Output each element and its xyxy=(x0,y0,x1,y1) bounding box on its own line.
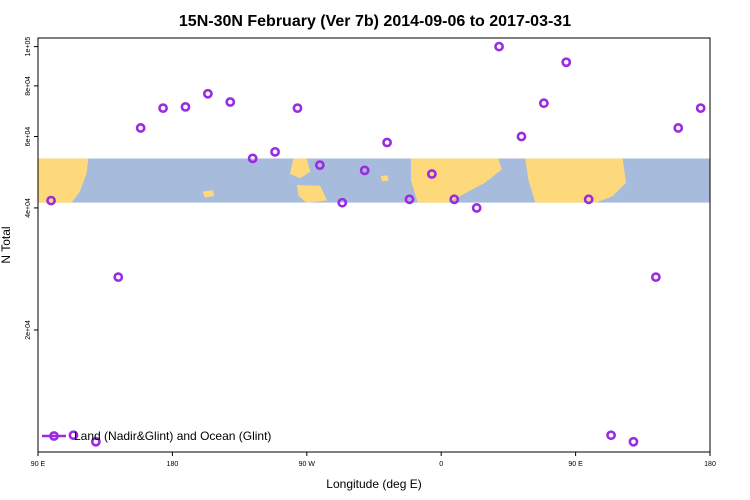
world-map-band xyxy=(38,158,710,203)
data-point xyxy=(247,153,258,164)
y-tick-label: 2e+04 xyxy=(25,320,32,340)
x-axis: 90 E 180 90 W 0 90 E 180 xyxy=(31,452,716,468)
x-tick-label: 90 W xyxy=(299,461,316,468)
data-point xyxy=(404,194,415,205)
land-shape xyxy=(296,185,327,203)
data-point xyxy=(494,41,504,52)
land-shape xyxy=(290,158,311,179)
legend-marker-symbol xyxy=(49,431,59,441)
land-shape xyxy=(380,175,389,182)
data-point xyxy=(68,430,79,441)
x-tick-label: 180 xyxy=(167,461,179,468)
data-point xyxy=(158,103,168,114)
data-point xyxy=(90,436,101,447)
data-point xyxy=(225,97,236,107)
data-point xyxy=(113,272,124,283)
data-point xyxy=(538,98,549,109)
data-point xyxy=(561,57,572,68)
x-tick-label: 0 xyxy=(439,461,443,468)
data-point xyxy=(471,203,482,213)
land-shape xyxy=(202,190,215,198)
data-point xyxy=(180,101,191,112)
land-shape xyxy=(525,158,626,203)
y-tick-label: 8e+04 xyxy=(25,76,32,96)
data-point xyxy=(628,436,639,447)
data-point xyxy=(337,197,348,208)
data-point xyxy=(202,88,213,99)
data-point xyxy=(650,272,661,283)
y-tick-label: 1e+05 xyxy=(25,37,32,57)
y-axis-label: N Total xyxy=(0,226,13,263)
data-points xyxy=(46,41,706,447)
y-tick-label: 6e+04 xyxy=(25,127,32,147)
data-point xyxy=(292,103,303,114)
data-point xyxy=(426,169,437,179)
x-tick-label: 90 E xyxy=(31,461,46,468)
legend-label: Land (Nadir&Glint) and Ocean (Glint) xyxy=(74,429,271,443)
data-point xyxy=(449,194,460,205)
legend: Land (Nadir&Glint) and Ocean (Glint) xyxy=(42,429,271,443)
data-point xyxy=(314,160,325,171)
x-axis-label: Longitude (deg E) xyxy=(326,477,421,491)
y-tick-label: 4e+04 xyxy=(25,198,32,218)
data-point xyxy=(673,123,684,133)
data-point xyxy=(382,137,392,148)
data-point xyxy=(270,146,280,157)
plot-area-frame xyxy=(37,37,711,453)
land-shape xyxy=(38,158,89,203)
x-tick-label: 180 xyxy=(704,461,716,468)
data-point xyxy=(516,131,527,142)
data-point xyxy=(359,165,370,176)
x-tick-label: 90 E xyxy=(568,461,583,468)
data-point xyxy=(46,195,56,206)
y-axis: 2e+04 4e+04 6e+04 8e+04 1e+05 xyxy=(25,37,38,340)
data-point xyxy=(135,123,146,133)
data-point xyxy=(606,430,616,441)
chart-title: 15N-30N February (Ver 7b) 2014-09-06 to … xyxy=(179,13,571,30)
data-point xyxy=(695,103,706,114)
data-point xyxy=(583,194,594,205)
